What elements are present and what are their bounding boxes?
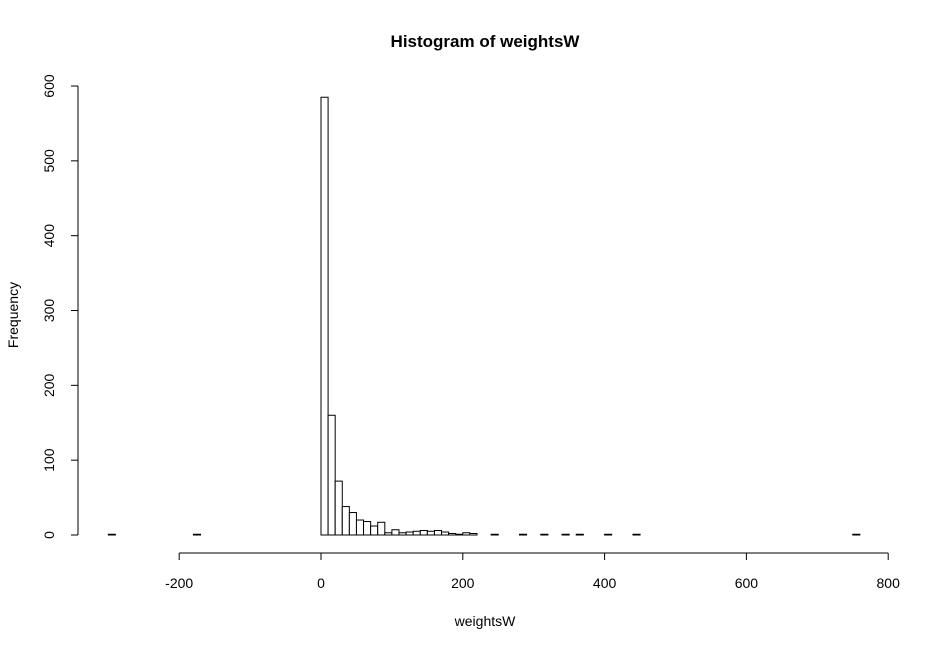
histogram-bar (398, 532, 407, 536)
y-tick-label: 600 (41, 74, 57, 98)
histogram-bar (334, 480, 343, 536)
histogram-bar (192, 533, 201, 536)
histogram-bar (348, 512, 357, 536)
x-tick-label: 400 (593, 575, 617, 591)
histogram-bar (391, 529, 400, 536)
histogram-bar (490, 533, 499, 536)
x-tick-label: -200 (165, 575, 193, 591)
y-tick-label: 100 (41, 448, 57, 472)
histogram-bar (363, 521, 372, 536)
histogram-bar (441, 531, 450, 536)
histogram-bar (433, 530, 443, 536)
x-tick-label: 0 (317, 575, 325, 591)
y-axis: 0 100 200 300 400 500 600 (41, 74, 79, 539)
y-tick-label: 0 (41, 531, 57, 539)
histogram-bar (370, 525, 379, 536)
histogram-bars (107, 96, 861, 536)
histogram-bar (469, 533, 478, 536)
x-tick-label: 800 (877, 575, 901, 591)
histogram-bar (540, 533, 549, 536)
histogram-bar (519, 533, 528, 536)
y-axis-label: Frequency (5, 282, 21, 348)
histogram-bar (384, 532, 393, 536)
histogram-bar (426, 530, 435, 536)
y-tick-label: 200 (41, 373, 57, 397)
histogram-bar (852, 533, 861, 536)
x-tick-label: 600 (735, 575, 759, 591)
histogram-bar (320, 96, 329, 536)
histogram-bar (412, 530, 421, 536)
x-axis-label: weightsW (454, 613, 516, 629)
histogram-bar (448, 533, 457, 536)
chart-title: Histogram of weightsW (391, 32, 581, 51)
y-tick-label: 400 (41, 224, 57, 248)
histogram-bar (377, 521, 386, 536)
histogram-bar (632, 533, 641, 536)
histogram-bar (462, 532, 471, 536)
x-tick-label: 200 (451, 575, 475, 591)
histogram-bar (327, 414, 336, 536)
histogram-bar (405, 531, 414, 536)
histogram-bar (419, 530, 428, 536)
x-axis: -200 0 200 400 600 800 (165, 552, 901, 591)
y-tick-label: 300 (41, 299, 57, 323)
histogram-bar (341, 506, 350, 536)
histogram-bar (561, 533, 570, 536)
histogram-bar (355, 519, 365, 536)
histogram-bar (455, 533, 464, 536)
histogram-bar (575, 533, 584, 536)
histogram-bar (604, 533, 613, 536)
y-tick-label: 500 (41, 149, 57, 173)
histogram-bar (107, 533, 116, 536)
